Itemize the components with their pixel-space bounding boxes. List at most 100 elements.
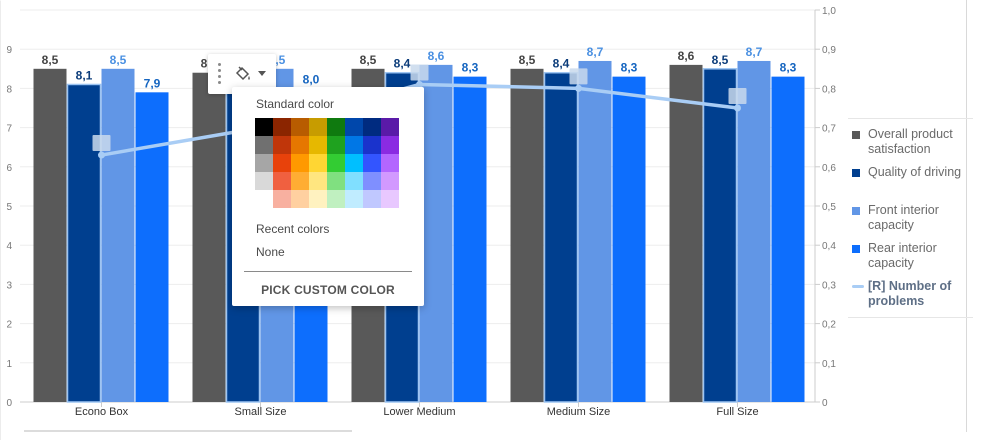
legend-item-quality[interactable]: Quality of driving [848, 157, 973, 195]
none-option[interactable]: None [256, 245, 285, 259]
color-swatch[interactable] [273, 190, 291, 208]
color-swatch[interactable] [327, 154, 345, 172]
bar [453, 76, 487, 402]
bar [67, 84, 101, 402]
drag-handle-icon[interactable] [218, 63, 222, 85]
color-swatch[interactable] [255, 136, 273, 154]
color-swatch[interactable] [291, 136, 309, 154]
color-swatch[interactable] [345, 118, 363, 136]
color-swatch[interactable] [291, 118, 309, 136]
data-label: 8,3 [462, 61, 479, 75]
color-swatch[interactable] [327, 136, 345, 154]
bar-selection-outline [543, 71, 579, 403]
y2-tick-label: 0,2 [822, 320, 836, 331]
color-swatch[interactable] [309, 118, 327, 136]
color-swatch[interactable] [255, 172, 273, 190]
y2-tick-label: 0,1 [822, 359, 836, 370]
color-swatch[interactable] [345, 136, 363, 154]
color-swatch[interactable] [363, 136, 381, 154]
chevron-down-icon[interactable] [258, 71, 266, 77]
legend-item-rear[interactable]: Rear interior capacity [848, 233, 973, 271]
legend-label: Rear interior capacity [868, 241, 937, 270]
color-swatch[interactable] [363, 154, 381, 172]
color-palette [255, 118, 399, 208]
color-swatch[interactable] [309, 190, 327, 208]
line-point-label-box [92, 135, 111, 152]
bar [612, 76, 646, 402]
legend-label: Quality of driving [868, 165, 962, 179]
data-label: 8,6 [678, 49, 695, 63]
data-label: 8,3 [780, 61, 797, 75]
color-swatch[interactable] [363, 172, 381, 190]
color-swatch[interactable] [255, 190, 273, 208]
color-swatch[interactable] [309, 136, 327, 154]
legend-label: [R] Number of problems [868, 279, 952, 308]
data-label: 8,5 [519, 53, 536, 67]
y-tick-label: 4 [6, 241, 12, 252]
bar [544, 72, 578, 402]
color-swatch[interactable] [309, 172, 327, 190]
palette-row [255, 172, 399, 190]
bar [33, 68, 67, 403]
bar [419, 64, 453, 402]
color-swatch[interactable] [381, 118, 399, 136]
legend-item-problems[interactable]: [R] Number of problems [848, 271, 973, 309]
legend-item-overall[interactable]: Overall product satisfaction [848, 119, 973, 157]
color-swatch[interactable] [291, 190, 309, 208]
y2-tick-label: 0,4 [822, 241, 836, 252]
pick-custom-color-button[interactable]: PICK CUSTOM COLOR [261, 283, 395, 297]
data-label: 8,3 [621, 61, 638, 75]
line-point [575, 84, 582, 92]
data-label: 7,9 [144, 76, 161, 90]
bar-selection-outline [702, 68, 738, 403]
bar-selection-outline [66, 83, 102, 403]
paint-bucket-icon[interactable] [234, 65, 252, 83]
color-swatch[interactable] [327, 190, 345, 208]
color-swatch[interactable] [327, 118, 345, 136]
line-point-label-box [410, 64, 429, 81]
legend-swatch [852, 245, 860, 253]
color-swatch[interactable] [309, 154, 327, 172]
color-swatch[interactable] [273, 136, 291, 154]
y2-tick-label: 0,3 [822, 280, 836, 291]
y2-tick-label: 0,6 [822, 163, 836, 174]
color-swatch[interactable] [363, 190, 381, 208]
color-swatch[interactable] [273, 118, 291, 136]
color-swatch[interactable] [345, 172, 363, 190]
y-tick-label: 0 [6, 398, 12, 409]
color-swatch[interactable] [291, 172, 309, 190]
color-swatch[interactable] [381, 172, 399, 190]
y2-tick-label: 0,5 [822, 202, 836, 213]
legend-item-front[interactable]: Front interior capacity [848, 195, 973, 233]
popup-divider [244, 271, 412, 272]
color-swatch[interactable] [381, 154, 399, 172]
color-swatch[interactable] [255, 118, 273, 136]
color-swatch[interactable] [255, 154, 273, 172]
color-swatch[interactable] [363, 118, 381, 136]
horizontal-scrollbar[interactable] [24, 430, 352, 432]
bar [510, 68, 544, 403]
legend-label: Overall product satisfaction [868, 127, 953, 156]
color-swatch[interactable] [273, 154, 291, 172]
color-swatch[interactable] [381, 136, 399, 154]
data-label: 8,6 [428, 49, 445, 63]
y2-tick-label: 1,0 [822, 6, 836, 17]
x-tick-label: Medium Size [547, 406, 611, 418]
color-swatch[interactable] [381, 190, 399, 208]
palette-row [255, 190, 399, 208]
legend-swatch [852, 131, 860, 139]
color-swatch[interactable] [273, 172, 291, 190]
palette-row [255, 118, 399, 136]
legend-swatch [852, 207, 860, 215]
palette-row [255, 136, 399, 154]
data-label: 8,5 [42, 53, 59, 67]
line-point [734, 104, 741, 112]
y-tick-label: 3 [6, 280, 12, 291]
bar [578, 60, 612, 403]
color-swatch[interactable] [327, 172, 345, 190]
color-swatch[interactable] [345, 154, 363, 172]
line-point [416, 80, 423, 88]
color-swatch[interactable] [291, 154, 309, 172]
color-swatch[interactable] [345, 190, 363, 208]
line-point-label-box [728, 88, 747, 104]
